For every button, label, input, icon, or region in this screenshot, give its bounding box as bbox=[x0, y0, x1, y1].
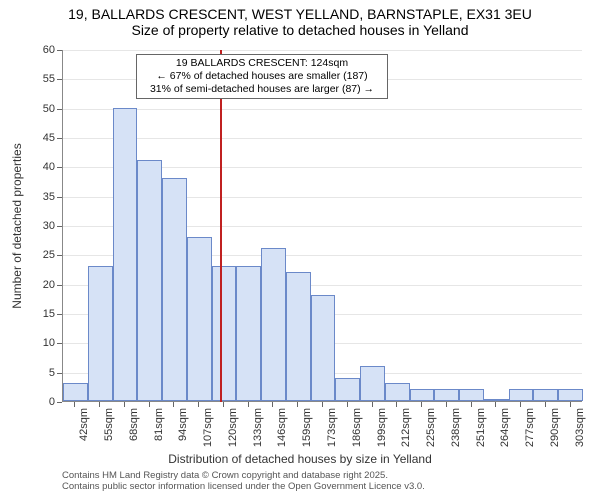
x-tick-mark bbox=[173, 402, 174, 407]
x-tick-label: 159sqm bbox=[301, 408, 313, 447]
histogram-bar bbox=[162, 178, 187, 401]
gridline bbox=[63, 50, 582, 51]
histogram-bar bbox=[335, 378, 360, 401]
y-tick-label: 50 bbox=[27, 103, 55, 115]
x-tick-label: 107sqm bbox=[202, 408, 214, 447]
y-tick-label: 15 bbox=[27, 308, 55, 320]
y-tick-label: 40 bbox=[27, 161, 55, 173]
y-tick-label: 45 bbox=[27, 132, 55, 144]
x-tick-mark bbox=[471, 402, 472, 407]
y-axis-title: Number of detached properties bbox=[10, 143, 24, 308]
histogram-bar bbox=[360, 366, 385, 401]
x-tick-label: 81sqm bbox=[153, 408, 165, 441]
y-tick-label: 0 bbox=[27, 396, 55, 408]
histogram-bar bbox=[236, 266, 261, 401]
x-tick-label: 199sqm bbox=[376, 408, 388, 447]
title-line-2: Size of property relative to detached ho… bbox=[0, 22, 600, 38]
histogram-bar bbox=[509, 389, 534, 401]
x-tick-mark bbox=[495, 402, 496, 407]
x-tick-label: 68sqm bbox=[128, 408, 140, 441]
x-tick-label: 212sqm bbox=[400, 408, 412, 447]
x-tick-label: 290sqm bbox=[549, 408, 561, 447]
title-block: 19, BALLARDS CRESCENT, WEST YELLAND, BAR… bbox=[0, 6, 600, 38]
marker-line bbox=[220, 50, 222, 402]
x-tick-mark bbox=[396, 402, 397, 407]
y-tick-label: 60 bbox=[27, 44, 55, 56]
footer-line-1: Contains HM Land Registry data © Crown c… bbox=[62, 470, 425, 481]
x-tick-label: 173sqm bbox=[326, 408, 338, 447]
x-tick-label: 238sqm bbox=[450, 408, 462, 447]
title-line-1: 19, BALLARDS CRESCENT, WEST YELLAND, BAR… bbox=[0, 6, 600, 22]
x-tick-mark bbox=[99, 402, 100, 407]
x-tick-label: 120sqm bbox=[227, 408, 239, 447]
x-tick-mark bbox=[223, 402, 224, 407]
histogram-bar bbox=[137, 160, 162, 401]
x-tick-label: 146sqm bbox=[276, 408, 288, 447]
chart-container: 19, BALLARDS CRESCENT, WEST YELLAND, BAR… bbox=[0, 0, 600, 500]
gridline bbox=[63, 109, 582, 110]
histogram-bar bbox=[410, 389, 435, 401]
x-tick-mark bbox=[74, 402, 75, 407]
histogram-bar bbox=[88, 266, 113, 401]
annotation-line-2: ← 67% of detached houses are smaller (18… bbox=[142, 70, 382, 83]
x-tick-label: 277sqm bbox=[524, 408, 536, 447]
x-tick-mark bbox=[248, 402, 249, 407]
histogram-bar bbox=[533, 389, 558, 401]
y-tick-label: 35 bbox=[27, 191, 55, 203]
histogram-bar bbox=[558, 389, 583, 401]
histogram-bar bbox=[187, 237, 212, 401]
x-tick-mark bbox=[297, 402, 298, 407]
x-tick-mark bbox=[545, 402, 546, 407]
x-tick-mark bbox=[149, 402, 150, 407]
y-tick-label: 20 bbox=[27, 279, 55, 291]
x-tick-label: 42sqm bbox=[78, 408, 90, 441]
x-tick-label: 186sqm bbox=[351, 408, 363, 447]
x-tick-mark bbox=[372, 402, 373, 407]
plot-area bbox=[62, 50, 582, 402]
footer-attribution: Contains HM Land Registry data © Crown c… bbox=[62, 470, 425, 493]
y-tick-label: 25 bbox=[27, 249, 55, 261]
y-tick-label: 55 bbox=[27, 73, 55, 85]
x-tick-mark bbox=[421, 402, 422, 407]
histogram-bar bbox=[484, 399, 509, 401]
histogram-bar bbox=[113, 108, 138, 401]
x-tick-mark bbox=[520, 402, 521, 407]
x-tick-mark bbox=[322, 402, 323, 407]
annotation-box: 19 BALLARDS CRESCENT: 124sqm ← 67% of de… bbox=[136, 54, 388, 99]
x-axis-title: Distribution of detached houses by size … bbox=[0, 452, 600, 466]
y-tick-label: 10 bbox=[27, 337, 55, 349]
x-tick-mark bbox=[198, 402, 199, 407]
gridline bbox=[63, 138, 582, 139]
x-tick-label: 225sqm bbox=[425, 408, 437, 447]
histogram-bar bbox=[63, 383, 88, 401]
histogram-bar bbox=[261, 248, 286, 401]
x-tick-mark bbox=[272, 402, 273, 407]
x-tick-mark bbox=[570, 402, 571, 407]
histogram-bar bbox=[459, 389, 484, 401]
x-tick-label: 55sqm bbox=[103, 408, 115, 441]
histogram-bar bbox=[385, 383, 410, 401]
y-tick-mark bbox=[57, 402, 62, 403]
annotation-line-3: 31% of semi-detached houses are larger (… bbox=[142, 83, 382, 96]
histogram-bar bbox=[286, 272, 311, 401]
annotation-line-1: 19 BALLARDS CRESCENT: 124sqm bbox=[142, 57, 382, 70]
x-tick-mark bbox=[446, 402, 447, 407]
x-tick-label: 264sqm bbox=[499, 408, 511, 447]
histogram-bar bbox=[212, 266, 237, 401]
x-tick-label: 133sqm bbox=[252, 408, 264, 447]
x-tick-label: 251sqm bbox=[475, 408, 487, 447]
x-tick-mark bbox=[124, 402, 125, 407]
footer-line-2: Contains public sector information licen… bbox=[62, 481, 425, 492]
y-tick-label: 5 bbox=[27, 367, 55, 379]
histogram-bar bbox=[434, 389, 459, 401]
histogram-bar bbox=[311, 295, 336, 401]
x-tick-mark bbox=[347, 402, 348, 407]
x-tick-label: 303sqm bbox=[574, 408, 586, 447]
y-tick-label: 30 bbox=[27, 220, 55, 232]
x-tick-label: 94sqm bbox=[177, 408, 189, 441]
